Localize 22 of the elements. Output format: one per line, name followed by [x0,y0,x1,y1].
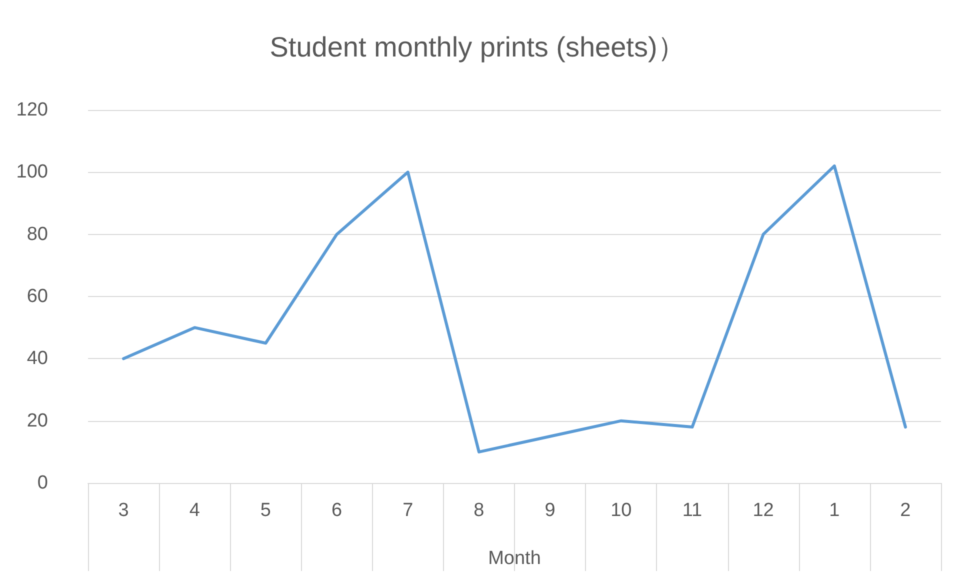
x-tick-label: 1 [829,500,840,521]
line-series [122,164,907,454]
y-tick-label: 80 [26,224,48,245]
x-tick-label: 12 [752,500,774,521]
y-tick-label: 0 [37,472,48,494]
x-tick-label: 5 [260,500,271,521]
x-tick-label: 6 [332,500,342,521]
x-tick-label: 11 [682,500,702,521]
x-tick-label: 8 [474,500,484,521]
chart-title: Student monthly prints (sheets)） [270,32,686,62]
x-tick-label: 9 [544,500,556,521]
x-tick-label: 4 [189,500,200,521]
y-tick-label: 120 [16,100,48,120]
x-tick-label: 3 [118,500,129,521]
x-axis-title: Month [488,548,541,569]
x-tick-label: 2 [900,500,911,521]
y-tick-label: 100 [16,162,48,183]
y-tick-label: 40 [26,348,48,370]
x-tick-label: 10 [610,500,632,521]
y-tick-label: 60 [26,286,48,307]
x-tick-label: 7 [402,500,414,521]
y-tick-label: 20 [26,410,48,432]
